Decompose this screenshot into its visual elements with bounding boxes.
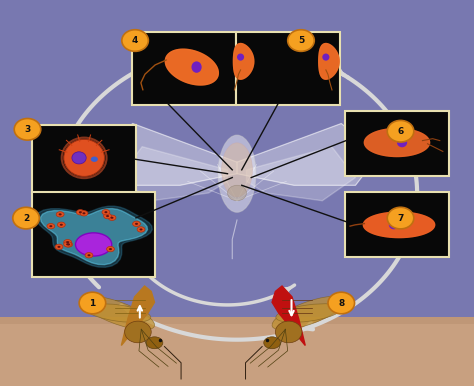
Polygon shape: [95, 124, 237, 185]
Ellipse shape: [76, 210, 84, 215]
Polygon shape: [165, 49, 219, 85]
Ellipse shape: [64, 242, 72, 247]
Circle shape: [387, 207, 414, 229]
Ellipse shape: [272, 296, 345, 330]
Polygon shape: [365, 129, 429, 156]
Ellipse shape: [104, 211, 108, 213]
Polygon shape: [40, 208, 147, 265]
Ellipse shape: [85, 304, 151, 322]
Ellipse shape: [79, 211, 82, 213]
Ellipse shape: [110, 217, 114, 219]
Ellipse shape: [221, 143, 252, 197]
Ellipse shape: [135, 223, 138, 225]
Text: 7: 7: [397, 213, 404, 223]
Ellipse shape: [107, 246, 114, 252]
Polygon shape: [118, 147, 228, 201]
Ellipse shape: [80, 211, 88, 216]
Ellipse shape: [389, 220, 399, 229]
Ellipse shape: [237, 54, 244, 61]
Text: 6: 6: [397, 127, 404, 136]
Ellipse shape: [134, 313, 146, 317]
Ellipse shape: [275, 321, 302, 343]
Polygon shape: [233, 44, 254, 79]
Polygon shape: [272, 286, 305, 345]
Circle shape: [13, 207, 39, 229]
Ellipse shape: [228, 185, 246, 201]
Ellipse shape: [146, 337, 163, 349]
Ellipse shape: [60, 224, 63, 226]
Ellipse shape: [137, 227, 145, 232]
FancyBboxPatch shape: [345, 192, 449, 257]
Polygon shape: [165, 49, 219, 85]
Circle shape: [14, 119, 41, 140]
Ellipse shape: [104, 213, 111, 219]
Ellipse shape: [322, 54, 329, 61]
Polygon shape: [36, 206, 152, 267]
Ellipse shape: [56, 212, 64, 217]
Ellipse shape: [397, 138, 407, 147]
Ellipse shape: [59, 213, 62, 215]
Ellipse shape: [55, 244, 63, 250]
Ellipse shape: [283, 313, 295, 317]
Circle shape: [79, 292, 106, 314]
Text: 1: 1: [89, 298, 96, 308]
Polygon shape: [365, 129, 429, 156]
Ellipse shape: [64, 242, 73, 247]
Ellipse shape: [264, 337, 281, 349]
Polygon shape: [319, 44, 339, 79]
FancyBboxPatch shape: [132, 32, 236, 105]
Circle shape: [122, 30, 148, 51]
Ellipse shape: [82, 296, 155, 330]
Bar: [0, 317, 474, 386]
Ellipse shape: [57, 246, 61, 248]
Polygon shape: [364, 212, 435, 237]
Ellipse shape: [49, 225, 52, 227]
Polygon shape: [233, 44, 254, 79]
Ellipse shape: [66, 241, 69, 243]
Ellipse shape: [218, 135, 256, 212]
Circle shape: [288, 30, 314, 51]
FancyBboxPatch shape: [236, 32, 340, 105]
Polygon shape: [319, 44, 339, 79]
Ellipse shape: [82, 212, 85, 214]
Ellipse shape: [106, 215, 109, 217]
Ellipse shape: [66, 243, 69, 245]
Ellipse shape: [125, 321, 151, 343]
Polygon shape: [237, 124, 379, 185]
Polygon shape: [246, 147, 356, 201]
Ellipse shape: [47, 223, 55, 229]
Text: 3: 3: [24, 125, 31, 134]
FancyBboxPatch shape: [345, 111, 449, 176]
Polygon shape: [364, 212, 435, 237]
FancyBboxPatch shape: [32, 192, 155, 277]
Ellipse shape: [276, 304, 341, 322]
Circle shape: [328, 292, 355, 314]
Ellipse shape: [67, 244, 70, 245]
Ellipse shape: [85, 252, 93, 258]
Ellipse shape: [72, 152, 86, 164]
Ellipse shape: [102, 210, 110, 215]
Ellipse shape: [57, 222, 65, 227]
Ellipse shape: [88, 254, 91, 256]
Ellipse shape: [91, 157, 98, 162]
Ellipse shape: [139, 229, 143, 230]
Ellipse shape: [75, 233, 112, 256]
Ellipse shape: [108, 215, 116, 220]
Bar: [0, 317, 474, 324]
Ellipse shape: [133, 221, 140, 227]
Ellipse shape: [64, 239, 72, 245]
Ellipse shape: [64, 139, 104, 176]
Circle shape: [387, 120, 414, 142]
Text: 8: 8: [338, 298, 345, 308]
Polygon shape: [121, 286, 155, 345]
Text: 5: 5: [298, 36, 304, 45]
Ellipse shape: [109, 248, 112, 250]
Text: 2: 2: [23, 213, 29, 223]
FancyBboxPatch shape: [32, 125, 136, 194]
Ellipse shape: [191, 61, 201, 73]
Text: 4: 4: [132, 36, 138, 45]
